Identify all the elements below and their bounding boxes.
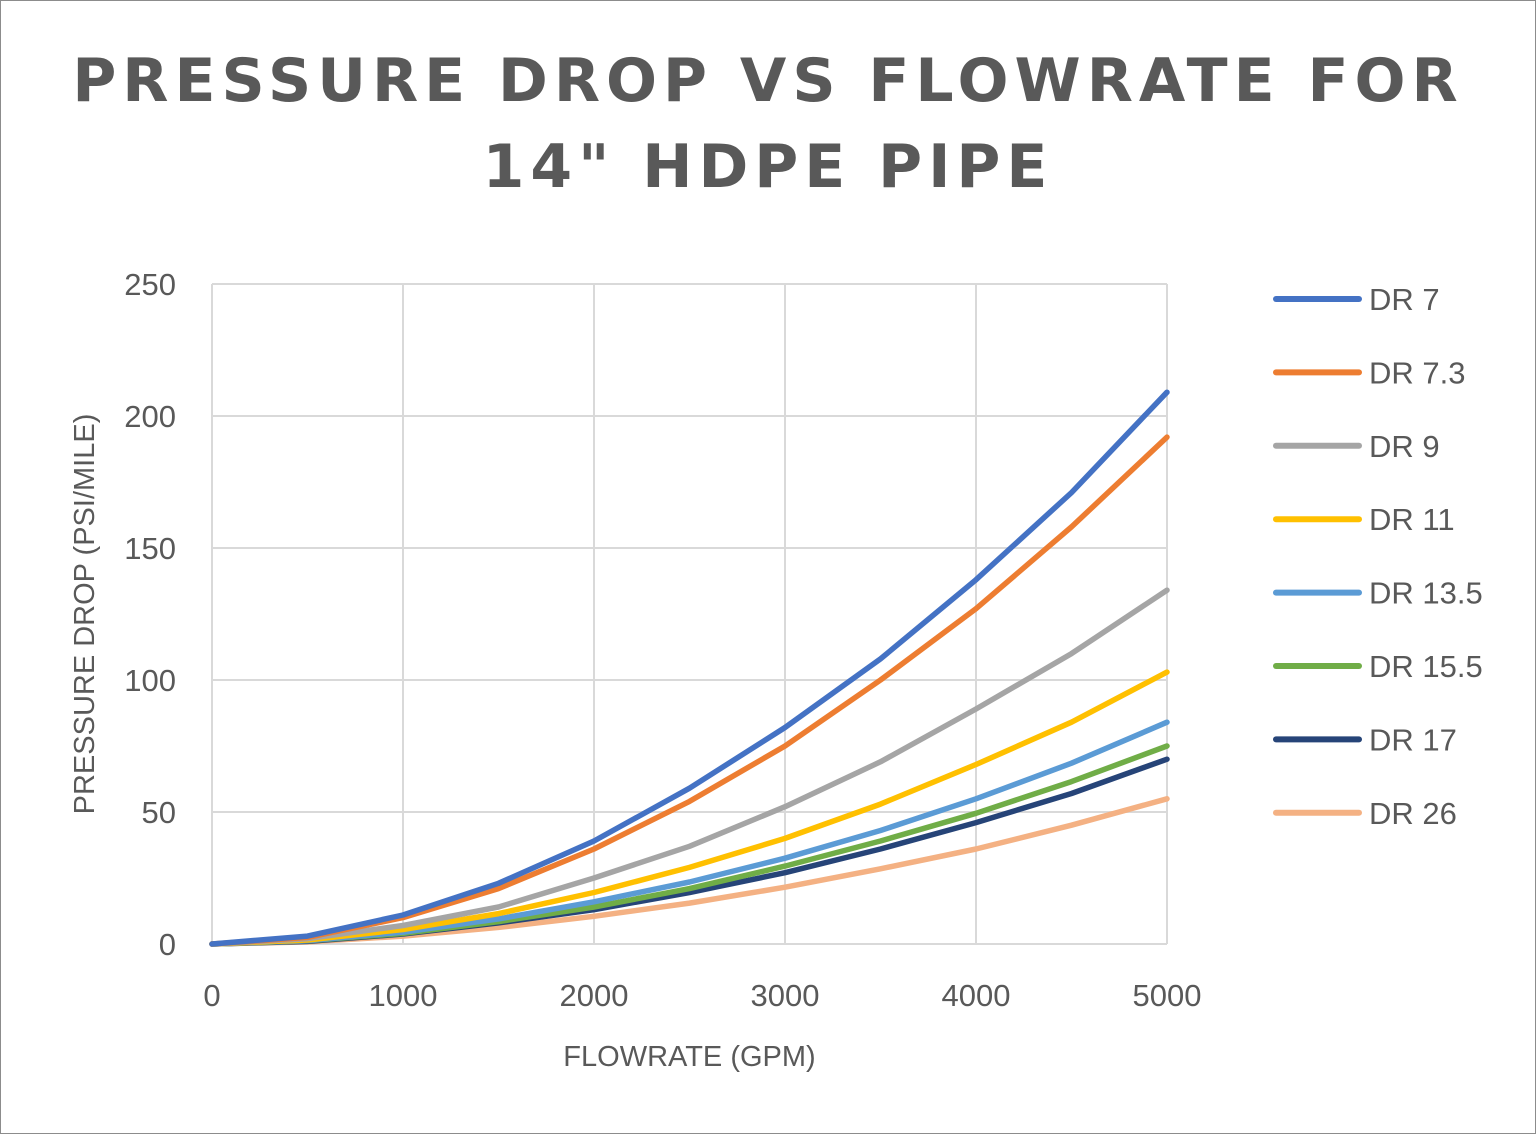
legend: DR 7 DR 7.3 DR 9 DR 11 DR 13.5 DR 15.5 DR 17 DR… bbox=[1273, 282, 1483, 831]
grid-lines bbox=[211, 283, 1168, 945]
series-line bbox=[209, 796, 1170, 947]
series-line bbox=[209, 719, 1170, 947]
series-lines bbox=[209, 389, 1170, 947]
x-tick-label: 5000 bbox=[1133, 978, 1202, 1013]
series-line bbox=[209, 669, 1170, 947]
x-tick-labels: 0 1000 2000 3000 4000 5000 bbox=[203, 978, 1201, 1013]
chart-title-line-1: PRESSURE DROP VS FLOWRATE FOR bbox=[72, 46, 1464, 116]
legend-item: DR 7.3 bbox=[1273, 355, 1465, 390]
x-tick-label: 4000 bbox=[942, 978, 1011, 1013]
legend-label: DR 13.5 bbox=[1369, 576, 1483, 611]
x-tick-label: 0 bbox=[203, 978, 220, 1013]
x-tick-label: 2000 bbox=[560, 978, 629, 1013]
legend-label: DR 15.5 bbox=[1369, 649, 1483, 684]
chart-title-line-2: 14" HDPE PIPE bbox=[482, 132, 1054, 202]
x-tick-label: 3000 bbox=[751, 978, 820, 1013]
x-tick-label: 1000 bbox=[369, 978, 438, 1013]
legend-label: DR 9 bbox=[1369, 429, 1440, 464]
legend-label: DR 7.3 bbox=[1369, 355, 1465, 390]
y-axis-label: PRESSURE DROP (PSI/MILE) bbox=[69, 414, 101, 815]
legend-label: DR 7 bbox=[1369, 282, 1440, 317]
legend-label: DR 17 bbox=[1369, 722, 1457, 757]
legend-item: DR 13.5 bbox=[1273, 576, 1483, 611]
legend-item: DR 15.5 bbox=[1273, 649, 1483, 684]
chart-title: PRESSURE DROP VS FLOWRATE FOR 14" HDPE P… bbox=[0, 38, 1536, 210]
legend-label: DR 26 bbox=[1369, 796, 1457, 831]
legend-item: DR 26 bbox=[1273, 796, 1457, 831]
legend-item: DR 11 bbox=[1273, 502, 1455, 537]
x-axis-label: FLOWRATE (GPM) bbox=[563, 1041, 815, 1073]
y-tick-label: 100 bbox=[124, 663, 176, 698]
series-line bbox=[209, 587, 1170, 947]
legend-item: DR 17 bbox=[1273, 722, 1457, 757]
legend-item: DR 9 bbox=[1273, 429, 1440, 464]
y-tick-label: 250 bbox=[124, 267, 176, 302]
legend-label: DR 11 bbox=[1369, 502, 1455, 537]
legend-item: DR 7 bbox=[1273, 282, 1440, 317]
y-tick-label: 50 bbox=[142, 795, 176, 830]
y-tick-label: 200 bbox=[124, 399, 176, 434]
y-tick-labels: 0 50 100 150 200 250 bbox=[124, 267, 176, 962]
y-tick-label: 150 bbox=[124, 531, 176, 566]
y-tick-label: 0 bbox=[159, 927, 176, 962]
series-line bbox=[209, 389, 1170, 947]
